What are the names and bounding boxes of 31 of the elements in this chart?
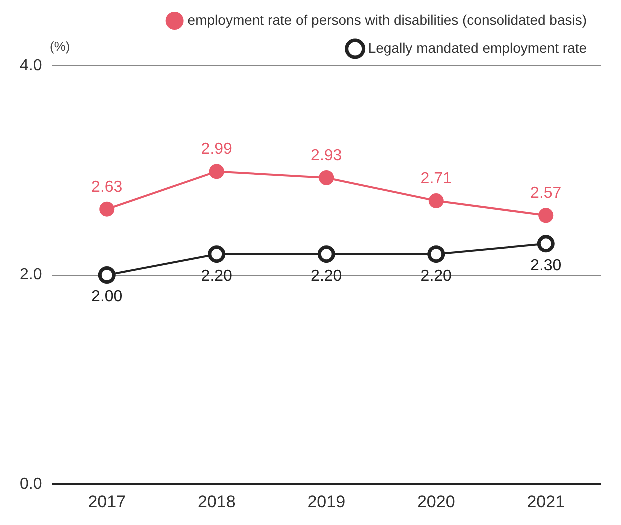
x-tick-label: 2018 (198, 492, 236, 512)
y-tick-label: 2.0 (20, 266, 42, 284)
point (538, 208, 554, 224)
y-tick-label: 0.0 (20, 476, 42, 494)
data-label: 2.00 (92, 288, 123, 306)
point (319, 170, 334, 186)
x-tick-label: 2019 (308, 492, 346, 512)
point (537, 235, 555, 253)
legend-label: Legally mandated employment rate (368, 40, 588, 56)
point (209, 164, 224, 180)
x-tick-label: 2020 (417, 492, 456, 512)
x-tick-label: 2017 (88, 492, 126, 512)
data-label: 2.71 (420, 170, 452, 188)
legend-label: employment rate of persons with disabilities (consolidated basis) (188, 12, 588, 28)
data-label: 2.93 (311, 147, 342, 164)
data-label: 2.20 (311, 268, 342, 285)
y-tick-label: 4.0 (20, 57, 42, 74)
point (208, 246, 226, 264)
point (318, 246, 336, 264)
data-label: 2.30 (530, 257, 562, 274)
data-label: 2.20 (420, 268, 452, 285)
data-label: 2.57 (530, 185, 562, 202)
x-tick-label: 2021 (527, 492, 566, 512)
point (100, 202, 115, 217)
y-axis-title: (%) (50, 39, 70, 54)
point (428, 246, 446, 264)
data-label: 2.20 (201, 268, 233, 285)
point (98, 266, 116, 284)
data-label: 2.63 (92, 178, 123, 196)
point (428, 194, 444, 208)
data-label: 2.99 (201, 141, 233, 158)
